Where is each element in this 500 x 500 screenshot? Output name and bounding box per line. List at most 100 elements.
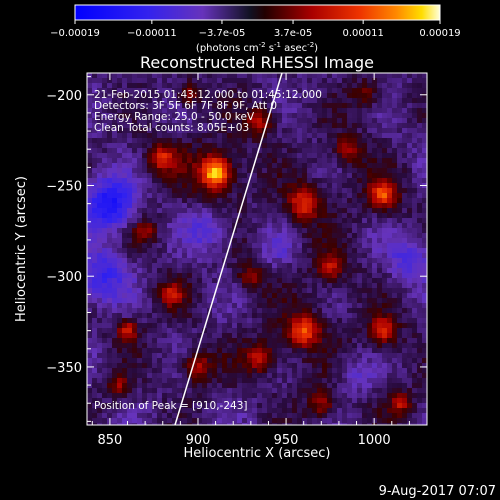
heatmap-cell [97, 328, 103, 334]
heatmap-cell [287, 403, 293, 409]
heatmap-cell [287, 83, 293, 89]
heatmap-cell [252, 93, 258, 99]
heatmap-cell [132, 408, 138, 414]
heatmap-cell [312, 288, 318, 294]
heatmap-cell [247, 88, 253, 94]
heatmap-cell [187, 113, 193, 119]
heatmap-cell [87, 403, 93, 409]
heatmap-cell [292, 243, 298, 249]
heatmap-cell [172, 138, 178, 144]
heatmap-cell [232, 103, 238, 109]
heatmap-cell [382, 328, 388, 334]
heatmap-cell [122, 93, 128, 99]
heatmap-cell [247, 398, 253, 404]
heatmap-cell [372, 133, 378, 139]
heatmap-cell [327, 138, 333, 144]
heatmap-cell [277, 193, 283, 199]
heatmap-cell [242, 233, 248, 239]
heatmap-cell [347, 413, 353, 419]
heatmap-cell [297, 168, 303, 174]
heatmap-cell [107, 368, 113, 374]
heatmap-cell [342, 283, 348, 289]
heatmap-cell [277, 83, 283, 89]
heatmap-cell [377, 328, 383, 334]
heatmap-cell [372, 203, 378, 209]
heatmap-cell [212, 273, 218, 279]
heatmap-cell [222, 378, 228, 384]
heatmap-cell [192, 163, 198, 169]
heatmap-cell [352, 248, 358, 254]
heatmap-cell [197, 338, 203, 344]
heatmap-cell [397, 83, 403, 89]
heatmap-cell [342, 118, 348, 124]
heatmap-cell [327, 228, 333, 234]
heatmap-cell [347, 283, 353, 289]
heatmap-cell [237, 298, 243, 304]
heatmap-cell [327, 183, 333, 189]
heatmap-cell [407, 183, 413, 189]
heatmap-cell [382, 223, 388, 229]
heatmap-cell [112, 303, 118, 309]
heatmap-cell [247, 293, 253, 299]
heatmap-cell [297, 78, 303, 84]
heatmap-cell [397, 418, 403, 424]
heatmap-cell [392, 148, 398, 154]
heatmap-cell [282, 358, 288, 364]
heatmap-cell [377, 268, 383, 274]
heatmap-cell [417, 228, 423, 234]
heatmap-cell [182, 263, 188, 269]
heatmap-cell [302, 73, 308, 79]
heatmap-cell [107, 283, 113, 289]
heatmap-cell [382, 388, 388, 394]
heatmap-cell [162, 138, 168, 144]
heatmap-cell [272, 73, 278, 79]
heatmap-cell [252, 403, 258, 409]
heatmap-cell [112, 108, 118, 114]
heatmap-cell [132, 248, 138, 254]
heatmap-cell [382, 368, 388, 374]
heatmap-cell [262, 308, 268, 314]
heatmap-cell [107, 378, 113, 384]
heatmap-cell [407, 338, 413, 344]
heatmap-cell [227, 98, 233, 104]
heatmap-cell [337, 218, 343, 224]
heatmap-cell [172, 213, 178, 219]
heatmap-cell [157, 183, 163, 189]
heatmap-cell [117, 353, 123, 359]
heatmap-cell [292, 358, 298, 364]
heatmap-cell [382, 403, 388, 409]
heatmap-cell [252, 168, 258, 174]
heatmap-cell [237, 323, 243, 329]
heatmap-cell [202, 133, 208, 139]
heatmap-cell [387, 153, 393, 159]
heatmap-cell [297, 193, 303, 199]
heatmap-cell [347, 323, 353, 329]
heatmap-cell [412, 323, 418, 329]
heatmap-cell [382, 263, 388, 269]
heatmap-cell [382, 88, 388, 94]
heatmap-cell [342, 263, 348, 269]
heatmap-cell [387, 408, 393, 414]
heatmap-cell [157, 228, 163, 234]
heatmap-cell [177, 243, 183, 249]
heatmap-cell [122, 283, 128, 289]
heatmap-cell [277, 378, 283, 384]
heatmap-cell [372, 208, 378, 214]
heatmap-cell [172, 83, 178, 89]
heatmap-cell [412, 383, 418, 389]
heatmap-cell [397, 348, 403, 354]
heatmap-cell [177, 163, 183, 169]
heatmap-cell [307, 198, 313, 204]
heatmap-cell [212, 78, 218, 84]
heatmap-cell [137, 238, 143, 244]
heatmap-cell [392, 133, 398, 139]
heatmap-cell [142, 143, 148, 149]
heatmap-cell [242, 248, 248, 254]
heatmap-cell [202, 318, 208, 324]
heatmap-cell [132, 158, 138, 164]
heatmap-cell [402, 393, 408, 399]
heatmap-cell [142, 413, 148, 419]
heatmap-cell [177, 328, 183, 334]
heatmap-cell [152, 408, 158, 414]
heatmap-cell [272, 83, 278, 89]
